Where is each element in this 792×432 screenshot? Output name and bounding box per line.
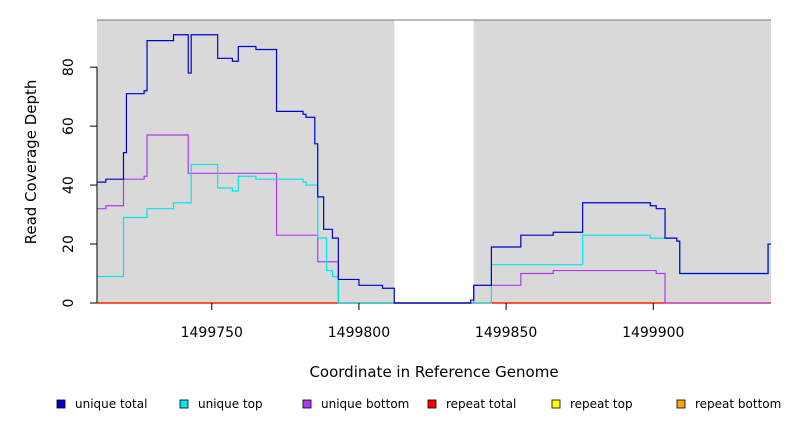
legend-swatch: [179, 399, 189, 409]
y-tick-label: 60: [61, 117, 77, 135]
plot-background: [97, 19, 771, 303]
series-line-unique-total: [97, 34, 771, 304]
legend-swatch: [56, 399, 66, 409]
x-tick-label: 1499800: [328, 325, 390, 341]
series-line-unique-top: [97, 163, 771, 304]
legend: unique total unique top unique bottom repea…: [56, 397, 781, 411]
legend-label: repeat total: [446, 397, 516, 411]
y-tick-label: 80: [61, 58, 77, 76]
legend-label: repeat bottom: [695, 397, 781, 411]
y-axis-title: Read Coverage Depth: [22, 80, 40, 245]
series-line-unique-bottom: [97, 134, 771, 304]
y-tick-label: 40: [61, 176, 77, 194]
x-tick-label: 1499750: [181, 325, 243, 341]
legend-swatch: [427, 399, 437, 409]
legend-swatch: [302, 399, 312, 409]
legend-label: unique total: [75, 397, 147, 411]
plot-panel: [97, 20, 395, 303]
y-tick-label: 0: [61, 299, 77, 308]
plot-panel: [473, 20, 771, 303]
legend-label: repeat top: [570, 397, 633, 411]
legend-label: unique bottom: [321, 397, 409, 411]
x-axis: 1499750 1499800 1499850 1499900: [181, 303, 684, 341]
plot-series: [97, 34, 771, 304]
x-tick-label: 1499900: [622, 325, 684, 341]
legend-swatch: [676, 399, 686, 409]
y-axis: 0 20 40 60 80: [61, 58, 98, 308]
x-tick-label: 1499850: [475, 325, 537, 341]
legend-label: unique top: [198, 397, 263, 411]
y-tick-label: 20: [61, 235, 77, 253]
legend-swatch: [551, 399, 561, 409]
x-axis-title: Coordinate in Reference Genome: [309, 363, 558, 381]
